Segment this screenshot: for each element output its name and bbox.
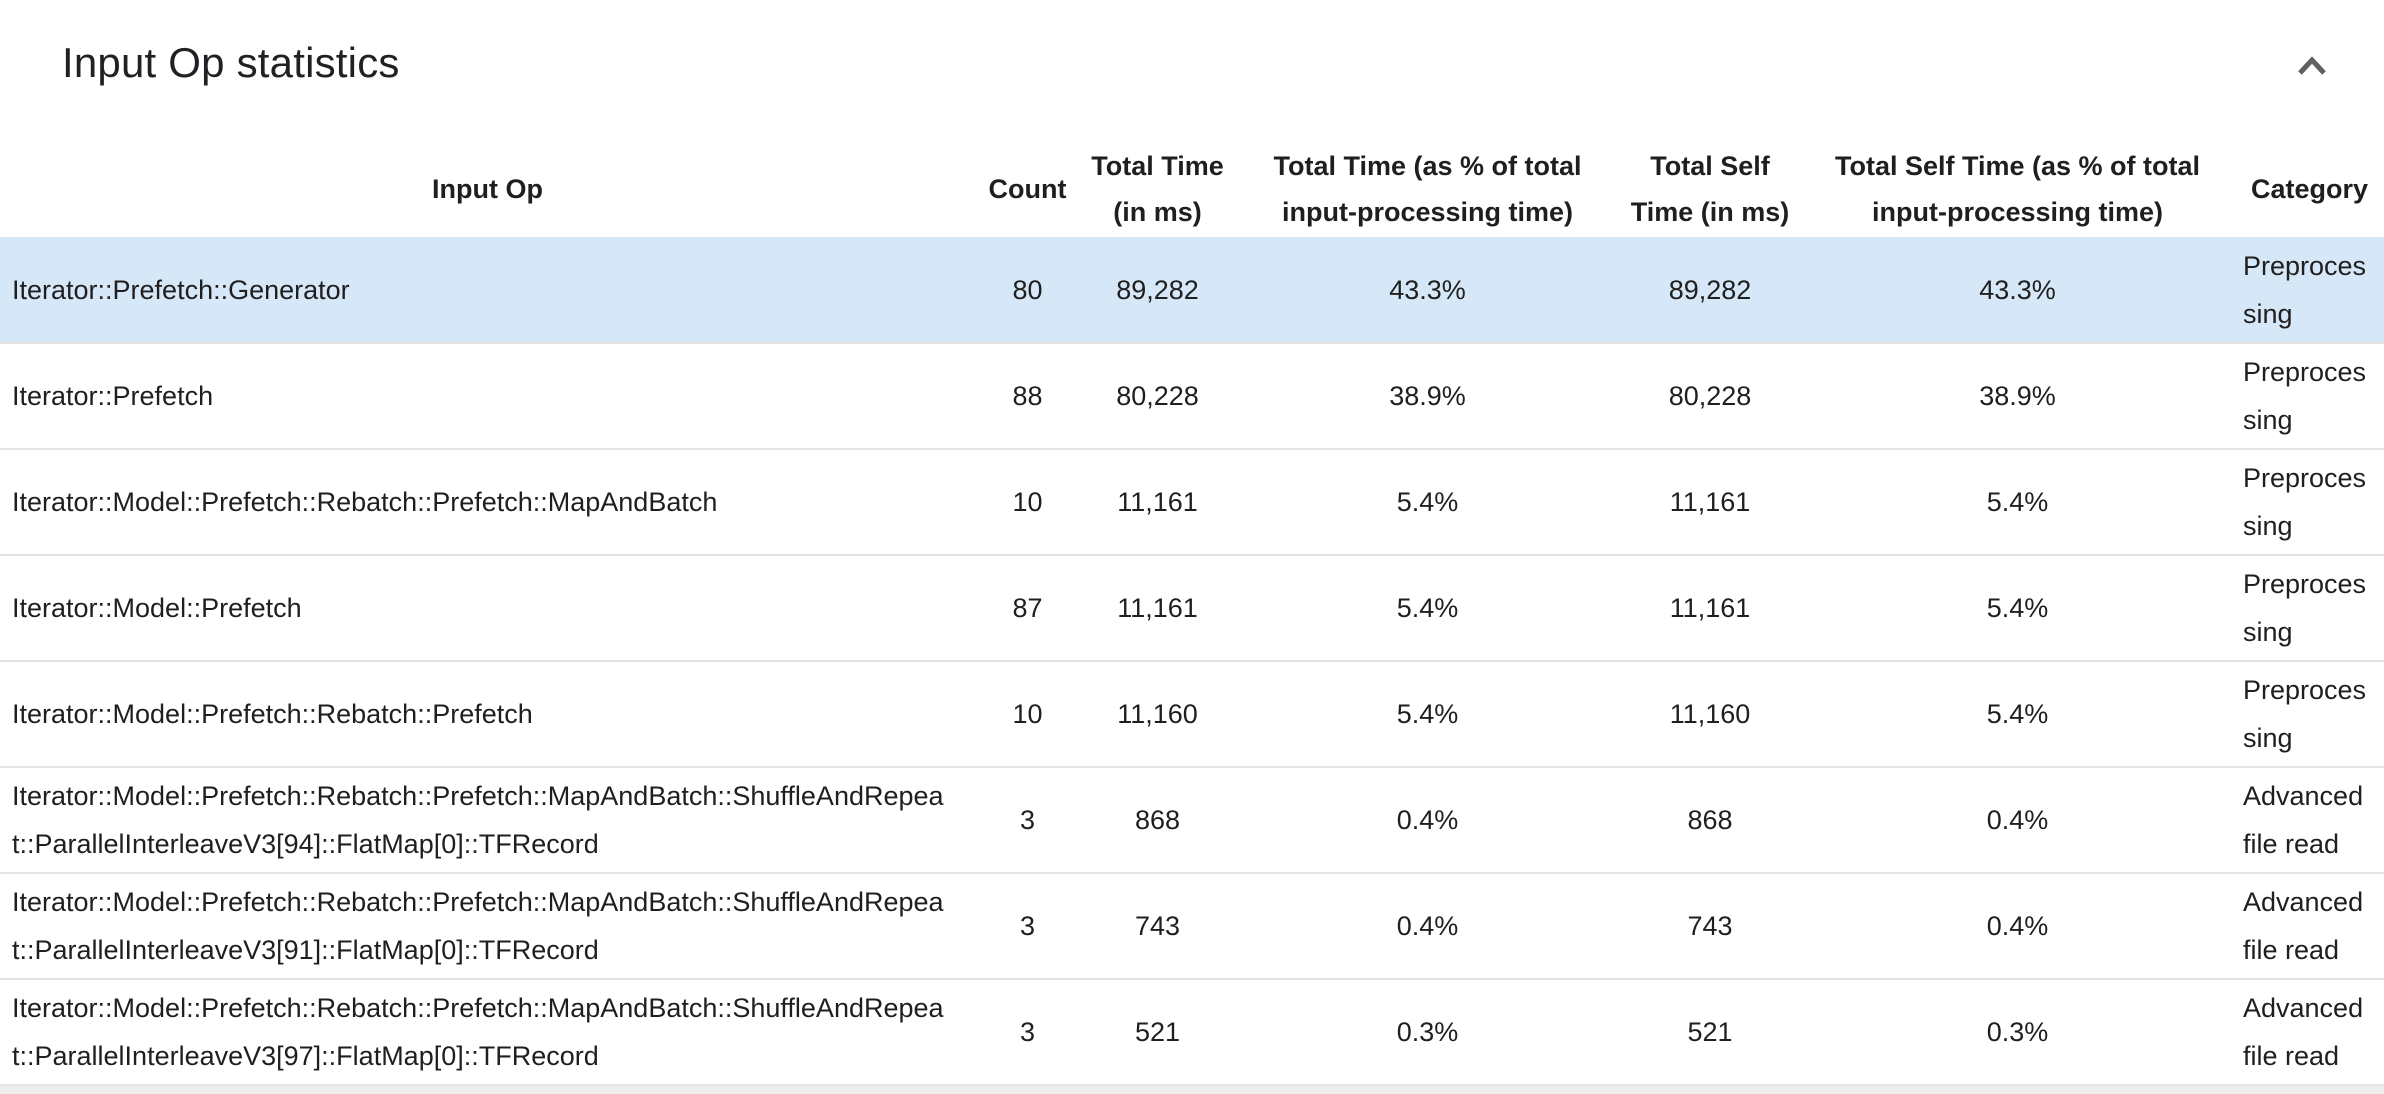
cell-count: 10	[1012, 487, 1043, 517]
cell-total-time: 868	[1134, 805, 1181, 835]
cell-total-self-time-pct: 0.3%	[1986, 1017, 2049, 1047]
input-op-stats-table: Input Op Count Total Time (in ms) Total …	[0, 140, 2384, 1086]
cell-total-time-pct: 0.4%	[1396, 805, 1459, 835]
cell-input-op: Iterator::Model::Prefetch::Rebatch::Pref…	[12, 887, 944, 965]
cell-total-time-pct: 5.4%	[1396, 593, 1459, 623]
cell-total-self-time: 521	[1687, 1017, 1733, 1047]
table-row[interactable]: Iterator::Model::Prefetch::Rebatch::Pref…	[0, 449, 2384, 555]
column-header-total-time: Total Time (in ms)	[1091, 150, 1224, 227]
cell-count: 3	[1019, 805, 1036, 835]
cell-total-time: 743	[1134, 911, 1181, 941]
table-row[interactable]: Iterator::Prefetch 88 80,228 38.9% 80,22…	[0, 343, 2384, 449]
column-header-category: Category	[2250, 173, 2369, 204]
section-divider	[0, 1086, 2384, 1094]
cell-count: 88	[1012, 381, 1043, 411]
table-row[interactable]: Iterator::Model::Prefetch::Rebatch::Pref…	[0, 767, 2384, 873]
cell-total-self-time-pct: 38.9%	[1979, 381, 2056, 411]
collapse-section-button[interactable]	[2288, 44, 2336, 92]
cell-total-time-pct: 0.4%	[1396, 911, 1459, 941]
cell-total-time-pct: 43.3%	[1389, 274, 1466, 305]
cell-count: 87	[1012, 593, 1043, 623]
table-row[interactable]: Iterator::Prefetch::Generator 80 89,282 …	[0, 237, 2384, 343]
cell-category: Preprocessing	[2243, 569, 2367, 647]
cell-total-time-pct: 38.9%	[1389, 381, 1466, 411]
cell-total-self-time: 80,228	[1668, 381, 1752, 411]
column-header-total-self-time: Total Self Time (in ms)	[1630, 150, 1790, 227]
cell-category: Preprocessing	[2243, 675, 2367, 753]
cell-total-self-time: 11,161	[1669, 593, 1751, 623]
cell-total-self-time: 743	[1687, 911, 1733, 941]
cell-total-self-time: 11,161	[1669, 487, 1751, 517]
table-row[interactable]: Iterator::Model::Prefetch::Rebatch::Pref…	[0, 661, 2384, 767]
page-title: Input Op statistics	[62, 39, 400, 86]
cell-total-time-pct: 5.4%	[1396, 699, 1459, 729]
cell-category: Advanced file read	[2243, 781, 2364, 859]
cell-total-self-time-pct: 5.4%	[1986, 487, 2049, 517]
cell-total-self-time: 868	[1687, 805, 1733, 835]
cell-input-op: Iterator::Model::Prefetch::Rebatch::Pref…	[12, 699, 533, 729]
table-row[interactable]: Iterator::Model::Prefetch::Rebatch::Pref…	[0, 979, 2384, 1085]
cell-count: 10	[1012, 699, 1043, 729]
cell-count: 3	[1019, 1017, 1036, 1047]
cell-count: 80	[1012, 274, 1043, 305]
chevron-up-icon	[2294, 55, 2330, 82]
cell-input-op: Iterator::Model::Prefetch::Rebatch::Pref…	[12, 781, 944, 859]
cell-category: Advanced file read	[2243, 887, 2364, 965]
cell-total-self-time: 11,160	[1669, 699, 1751, 729]
cell-total-self-time-pct: 5.4%	[1986, 699, 2049, 729]
cell-total-time: 521	[1134, 1017, 1181, 1047]
cell-total-time-pct: 0.3%	[1396, 1017, 1459, 1047]
cell-input-op: Iterator::Model::Prefetch	[12, 593, 302, 623]
column-header-count: Count	[988, 173, 1067, 204]
cell-input-op: Iterator::Prefetch	[12, 381, 214, 411]
cell-category: Preprocessing	[2243, 357, 2367, 435]
cell-input-op: Iterator::Model::Prefetch::Rebatch::Pref…	[12, 993, 944, 1071]
cell-input-op: Iterator::Prefetch::Generator	[12, 274, 350, 305]
cell-category: Advanced file read	[2243, 993, 2364, 1071]
table-row[interactable]: Iterator::Model::Prefetch::Rebatch::Pref…	[0, 873, 2384, 979]
table-header-row: Input Op Count Total Time (in ms) Total …	[0, 140, 2384, 237]
cell-total-time-pct: 5.4%	[1396, 487, 1459, 517]
cell-category: Preprocessing	[2243, 463, 2367, 541]
column-header-total-self-time-pct: Total Self Time (as % of total input-pro…	[1834, 150, 2201, 227]
cell-total-self-time-pct: 0.4%	[1986, 805, 2049, 835]
cell-total-self-time-pct: 43.3%	[1979, 274, 2056, 305]
cell-total-self-time-pct: 5.4%	[1986, 593, 2049, 623]
cell-total-time: 89,282	[1116, 274, 1199, 305]
cell-category: Preprocessing	[2243, 250, 2367, 329]
cell-total-time: 11,161	[1117, 593, 1198, 623]
cell-total-self-time-pct: 0.4%	[1986, 911, 2049, 941]
cell-count: 3	[1019, 911, 1036, 941]
table-body: Iterator::Prefetch::Generator 80 89,282 …	[0, 237, 2384, 1085]
cell-total-self-time: 89,282	[1668, 274, 1752, 305]
cell-total-time: 11,161	[1117, 487, 1198, 517]
column-header-input-op: Input Op	[432, 173, 543, 204]
cell-total-time: 11,160	[1117, 699, 1198, 729]
panel-header: Input Op statistics	[0, 0, 2384, 140]
table-header: Input Op Count Total Time (in ms) Total …	[0, 140, 2384, 237]
column-header-total-time-pct: Total Time (as % of total input-processi…	[1273, 150, 1582, 227]
cell-input-op: Iterator::Model::Prefetch::Rebatch::Pref…	[12, 487, 718, 517]
cell-total-time: 80,228	[1116, 381, 1199, 411]
table-row[interactable]: Iterator::Model::Prefetch 87 11,161 5.4%…	[0, 555, 2384, 661]
